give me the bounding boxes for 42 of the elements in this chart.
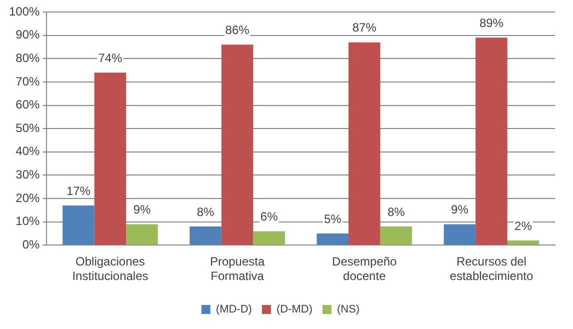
data-label: 74% bbox=[98, 50, 123, 65]
bar bbox=[94, 72, 126, 245]
x-tick-label: Recursos del establecimiento bbox=[450, 254, 534, 284]
legend-label: (NS) bbox=[336, 304, 360, 316]
x-tick-label: Propuesta Formativa bbox=[210, 254, 265, 284]
y-tick-label: 0% bbox=[22, 238, 40, 252]
data-label: 9% bbox=[133, 202, 151, 217]
y-tick-label: 60% bbox=[16, 98, 40, 112]
data-label: 9% bbox=[451, 202, 469, 217]
data-label: 89% bbox=[479, 16, 504, 30]
bar bbox=[221, 44, 254, 245]
y-tick-label: 100% bbox=[8, 4, 40, 18]
x-tick-label: Obligaciones Institucionales bbox=[72, 254, 148, 284]
bar bbox=[476, 38, 508, 245]
bar bbox=[380, 226, 412, 245]
data-label: 5% bbox=[324, 212, 342, 226]
legend-label: (D-MD) bbox=[276, 304, 312, 316]
bar bbox=[348, 42, 380, 245]
data-label: 6% bbox=[260, 210, 278, 224]
y-tick-label: 10% bbox=[16, 214, 40, 228]
y-tick-label: 40% bbox=[16, 144, 40, 158]
x-tick-label: Desempeño docente bbox=[332, 254, 398, 284]
data-label: 86% bbox=[225, 22, 250, 37]
data-label: 8% bbox=[196, 204, 215, 219]
data-label: 87% bbox=[352, 20, 377, 35]
bar bbox=[316, 234, 348, 245]
bar bbox=[62, 206, 94, 245]
y-tick-label: 20% bbox=[16, 190, 40, 205]
bar bbox=[507, 240, 540, 245]
bar bbox=[190, 226, 222, 245]
bar bbox=[253, 231, 285, 245]
y-tick-label: 30% bbox=[16, 168, 40, 182]
data-label: 8% bbox=[387, 204, 406, 219]
y-tick-label: 70% bbox=[16, 74, 40, 88]
y-tick-label: 90% bbox=[16, 28, 40, 42]
legend-label: (MD-D) bbox=[216, 304, 252, 316]
data-label: 2% bbox=[514, 218, 532, 233]
bar bbox=[126, 224, 158, 245]
y-tick-label: 50% bbox=[16, 120, 40, 135]
y-tick-label: 80% bbox=[16, 50, 40, 65]
data-label: 17% bbox=[66, 184, 91, 198]
bar bbox=[444, 224, 476, 245]
